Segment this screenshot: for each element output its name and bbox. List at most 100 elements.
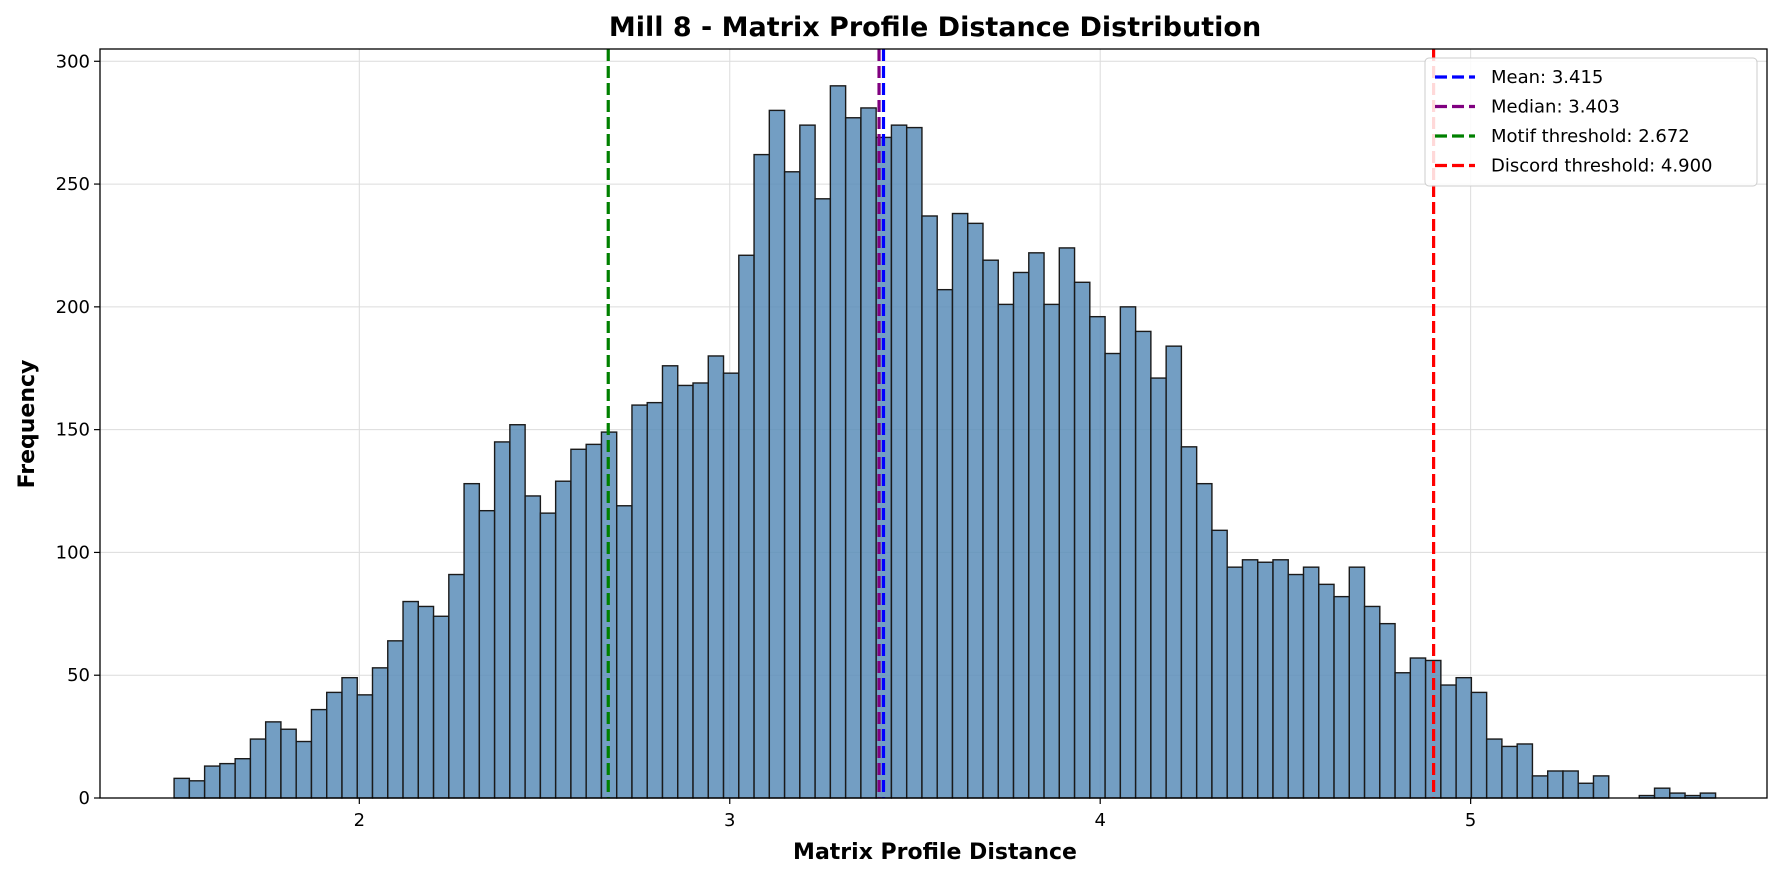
histogram-bar bbox=[1195, 482, 1213, 799]
histogram-bar bbox=[1012, 271, 1030, 799]
histogram-bar bbox=[310, 708, 328, 799]
y-tick-label: 50 bbox=[67, 665, 90, 686]
histogram-bar bbox=[1699, 792, 1717, 799]
histogram-bar bbox=[1333, 595, 1350, 799]
histogram-bar bbox=[341, 676, 358, 799]
histogram-bar bbox=[753, 153, 771, 799]
histogram-bar bbox=[677, 384, 694, 799]
histogram-bar bbox=[799, 124, 816, 799]
x-tick-label: 4 bbox=[1094, 810, 1105, 831]
histogram-bar bbox=[936, 288, 954, 799]
histogram-bar bbox=[203, 765, 221, 799]
histogram-bar bbox=[539, 512, 557, 799]
histogram-bar bbox=[478, 509, 496, 799]
histogram-bar bbox=[448, 573, 465, 799]
histogram-bar bbox=[570, 448, 587, 799]
histogram-bar bbox=[280, 728, 297, 799]
y-tick-label: 150 bbox=[56, 420, 90, 441]
histogram-bar bbox=[1058, 247, 1076, 799]
histogram-bar bbox=[524, 495, 542, 799]
histogram-bar bbox=[173, 777, 191, 799]
histogram-bar bbox=[1653, 787, 1671, 799]
histogram-bar bbox=[1119, 306, 1137, 799]
histogram-bar bbox=[1134, 330, 1152, 799]
histogram-bar bbox=[890, 124, 908, 799]
y-tick-label: 200 bbox=[56, 297, 90, 318]
x-tick-label: 3 bbox=[724, 810, 735, 831]
y-tick-label: 300 bbox=[56, 51, 90, 72]
histogram-bar bbox=[631, 404, 648, 799]
histogram-bar bbox=[997, 303, 1015, 799]
histogram-bar bbox=[1516, 743, 1534, 799]
histogram-bar bbox=[967, 222, 984, 799]
histogram-bar bbox=[1287, 573, 1305, 799]
histogram-bar bbox=[1577, 782, 1595, 799]
legend-entry-label: Discord threshold: 4.900 bbox=[1491, 156, 1712, 177]
histogram-bar bbox=[844, 117, 862, 799]
histogram-bar bbox=[1363, 605, 1381, 799]
histogram-bar bbox=[692, 382, 709, 799]
histogram-bar bbox=[463, 482, 481, 799]
histogram-bar bbox=[1226, 566, 1244, 799]
histogram-bar bbox=[1440, 684, 1457, 799]
histogram-bar bbox=[249, 738, 267, 799]
histogram-bar bbox=[1531, 775, 1549, 799]
y-tick-label: 0 bbox=[79, 788, 90, 809]
histogram-bar bbox=[738, 254, 755, 799]
histogram-bar bbox=[1150, 377, 1167, 799]
histogram-bar bbox=[371, 667, 389, 799]
x-axis-label: Matrix Profile Distance bbox=[793, 840, 1077, 865]
histogram-bar bbox=[905, 126, 923, 799]
chart-title: Mill 8 - Matrix Profile Distance Distrib… bbox=[609, 12, 1261, 43]
histogram-bar bbox=[234, 758, 252, 799]
histogram-bar bbox=[1043, 303, 1061, 799]
histogram-bar bbox=[326, 691, 343, 799]
histogram-bar bbox=[1409, 657, 1427, 799]
histogram-bar bbox=[585, 443, 603, 799]
histogram-bar bbox=[982, 259, 999, 799]
legend-box bbox=[1424, 57, 1758, 187]
histogram-bar bbox=[1592, 775, 1610, 799]
histogram-bar bbox=[814, 198, 832, 799]
histogram-bar bbox=[554, 480, 572, 799]
histogram-bar bbox=[1257, 561, 1274, 799]
histogram-bar bbox=[1211, 529, 1228, 799]
x-tick-label: 2 bbox=[354, 810, 365, 831]
histogram-bar bbox=[1394, 672, 1412, 799]
histogram-bar bbox=[646, 401, 664, 799]
histogram-bar bbox=[722, 372, 740, 799]
histogram-bar bbox=[264, 721, 282, 799]
histogram-bar bbox=[1562, 770, 1579, 799]
legend-entry-label: Motif threshold: 2.672 bbox=[1491, 126, 1690, 147]
histogram-bar bbox=[951, 212, 969, 799]
histogram-bar bbox=[1302, 566, 1320, 799]
histogram-bar bbox=[1669, 792, 1686, 799]
histogram-bar bbox=[1241, 559, 1259, 799]
histogram-bar bbox=[768, 109, 786, 799]
histogram-bar bbox=[1089, 315, 1106, 799]
histogram-bar bbox=[1272, 559, 1289, 799]
y-axis-label: Frequency bbox=[15, 360, 40, 489]
histogram-bar bbox=[1470, 691, 1488, 799]
histogram-bars bbox=[173, 85, 1717, 799]
histogram-bar bbox=[295, 740, 313, 799]
histogram-bar bbox=[402, 600, 419, 799]
y-tick-label: 250 bbox=[56, 174, 90, 195]
histogram-bar bbox=[509, 424, 526, 799]
histogram-bar bbox=[219, 762, 236, 799]
legend: Mean: 3.415 Median: 3.403 Motif threshold:… bbox=[1424, 57, 1758, 187]
histogram-bar bbox=[661, 365, 679, 799]
plot-frame bbox=[99, 48, 1768, 799]
histogram-bar bbox=[432, 615, 450, 799]
histogram-bar bbox=[921, 215, 938, 799]
histogram-bar bbox=[1318, 583, 1335, 799]
histogram-bar bbox=[1028, 252, 1045, 799]
histogram-bar bbox=[1485, 738, 1503, 799]
histogram-bar bbox=[1165, 345, 1183, 799]
histogram-bar bbox=[1455, 676, 1473, 799]
histogram-bar bbox=[1501, 745, 1518, 799]
x-axis-ticks: 2 3 4 5 bbox=[354, 798, 1476, 831]
histogram-bar bbox=[1379, 622, 1396, 799]
